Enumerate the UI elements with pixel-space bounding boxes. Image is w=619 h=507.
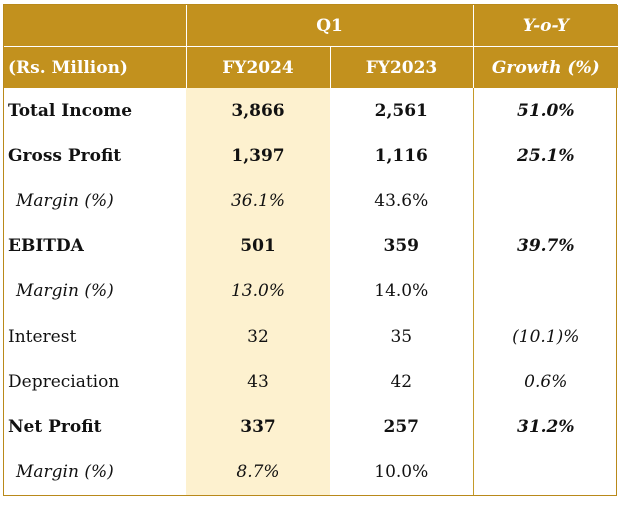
table-row: Gross Profit 1,397 1,116 25.1% xyxy=(4,133,618,179)
row-label: Net Profit xyxy=(8,417,102,438)
row-label: Depreciation xyxy=(8,371,120,392)
cell-yoy: (10.1)% xyxy=(512,326,580,347)
cell-yoy: 39.7% xyxy=(516,236,575,257)
row-label: EBITDA xyxy=(8,236,84,257)
header-blank-cell xyxy=(4,5,187,47)
cell-fy2023: 10.0% xyxy=(330,449,474,495)
cell-yoy: 51.0% xyxy=(516,100,575,121)
cell-fy2024: 8.7% xyxy=(186,449,330,495)
header-fy2024: FY2024 xyxy=(186,46,331,88)
cell-yoy: 25.1% xyxy=(516,145,575,166)
table-row: Margin (%) 13.0% 14.0% xyxy=(4,268,618,315)
row-label: Margin (%) xyxy=(16,462,114,483)
cell-fy2024: 337 xyxy=(186,404,330,450)
row-label: Interest xyxy=(8,326,77,347)
table-row: Margin (%) 8.7% 10.0% xyxy=(4,449,618,495)
row-label: Total Income xyxy=(8,100,133,121)
cell-yoy: 0.6% xyxy=(524,371,568,392)
financial-table-container: Q1 Y-o-Y (Rs. Million) FY2024 FY2023 Gro… xyxy=(3,4,619,496)
table-row: Total Income 3,866 2,561 51.0% xyxy=(4,88,618,134)
cell-fy2023: 35 xyxy=(330,314,474,360)
financial-results-table: Q1 Y-o-Y (Rs. Million) FY2024 FY2023 Gro… xyxy=(4,5,619,495)
row-label: Margin (%) xyxy=(16,191,114,212)
table-row: EBITDA 501 359 39.7% xyxy=(4,223,618,269)
cell-yoy: 31.2% xyxy=(516,417,575,438)
header-unit-label: (Rs. Million) xyxy=(4,46,187,88)
cell-yoy xyxy=(473,450,618,495)
cell-fy2023: 14.0% xyxy=(330,268,474,315)
cell-yoy xyxy=(473,178,618,223)
cell-fy2024: 501 xyxy=(186,223,330,269)
table-row: Net Profit 337 257 31.2% xyxy=(4,404,618,450)
table-row: Interest 32 35 (10.1)% xyxy=(4,314,618,360)
header-yoy-top: Y-o-Y xyxy=(473,5,619,47)
table-row: Margin (%) 36.1% 43.6% xyxy=(4,178,618,224)
cell-fy2024: 32 xyxy=(186,314,330,360)
cell-fy2023: 2,561 xyxy=(330,88,474,134)
cell-fy2024: 1,397 xyxy=(186,133,330,179)
cell-fy2023: 42 xyxy=(330,359,474,405)
row-label: Gross Profit xyxy=(8,145,122,166)
cell-fy2024: 3,866 xyxy=(186,88,330,134)
header-yoy-bottom: Growth (%) xyxy=(473,46,619,88)
header-row-period: Q1 Y-o-Y xyxy=(4,5,619,47)
header-row-columns: (Rs. Million) FY2024 FY2023 Growth (%) xyxy=(4,46,619,88)
cell-fy2024: 13.0% xyxy=(186,268,330,315)
cell-fy2024: 43 xyxy=(186,359,330,405)
cell-fy2023: 359 xyxy=(330,223,474,269)
cell-fy2023: 257 xyxy=(330,404,474,450)
table-row: Depreciation 43 42 0.6% xyxy=(4,359,618,405)
cell-fy2023: 1,116 xyxy=(330,133,474,179)
cell-yoy xyxy=(473,269,618,314)
cell-fy2024: 36.1% xyxy=(186,178,330,224)
header-period: Q1 xyxy=(186,5,474,47)
header-fy2023: FY2023 xyxy=(330,46,474,88)
cell-fy2023: 43.6% xyxy=(330,178,474,224)
row-label: Margin (%) xyxy=(16,281,114,302)
